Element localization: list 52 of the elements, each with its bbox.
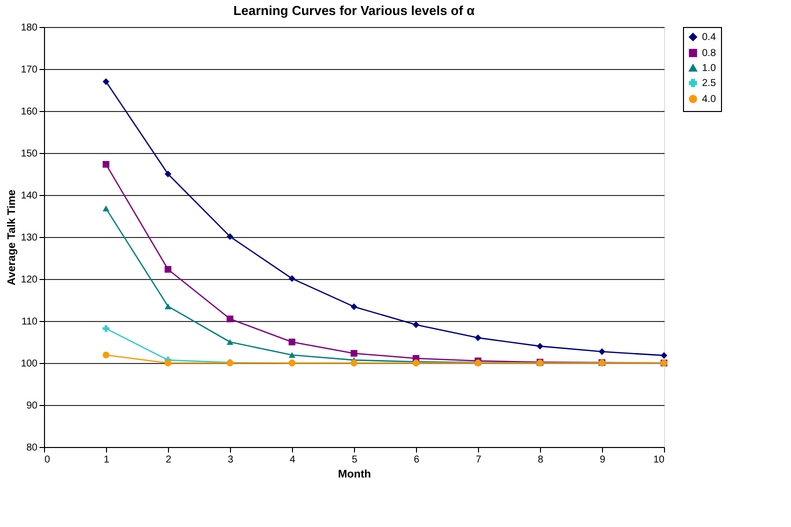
legend-label: 1.0	[702, 63, 716, 74]
y-tick-label: 140	[20, 190, 38, 202]
point	[350, 350, 358, 357]
point	[102, 325, 110, 332]
point	[164, 170, 172, 178]
x-tick-label: 2	[166, 454, 172, 466]
y-tick-label: 150	[20, 148, 38, 160]
point	[164, 360, 172, 366]
x-tick-label: 3	[228, 454, 234, 466]
point	[102, 160, 110, 168]
point	[350, 303, 358, 310]
x-tick-label: 8	[538, 454, 544, 466]
point	[102, 206, 110, 212]
point	[226, 316, 234, 322]
x-tick-label: 1	[104, 454, 110, 466]
x-tick-label: 5	[352, 454, 358, 466]
legend-label: 0.4	[702, 32, 716, 43]
y-tick-label: 110	[22, 316, 38, 328]
x-tick-label: 7	[476, 454, 482, 466]
point	[102, 78, 110, 85]
x-axis-title: Month	[338, 468, 372, 480]
y-tick-label: 160	[20, 106, 38, 118]
x-tick-label: 9	[600, 454, 606, 466]
x-tick-label: 4	[290, 454, 296, 466]
y-tick-label: 80	[26, 442, 38, 454]
point	[164, 303, 172, 310]
chart-title: Learning Curves for Various levels of α	[233, 3, 475, 18]
y-tick-label: 170	[20, 64, 38, 76]
legend-label: 2.5	[702, 78, 716, 89]
y-tick-label: 120	[20, 274, 38, 286]
x-tick-label: 0	[44, 454, 50, 466]
point	[412, 321, 420, 328]
x-tick-label: 6	[414, 454, 420, 466]
point	[660, 352, 668, 359]
point	[598, 348, 606, 356]
point	[288, 338, 296, 346]
y-tick-label: 100	[20, 358, 38, 370]
y-tick-label: 130	[20, 232, 38, 244]
legend-label: 4.0	[702, 94, 716, 105]
point	[226, 339, 234, 345]
legend-label: 0.8	[702, 48, 716, 59]
point	[288, 275, 296, 282]
point	[288, 352, 296, 358]
y-axis-title: Average Talk Time	[6, 190, 18, 286]
point	[102, 352, 110, 358]
point	[536, 342, 544, 350]
point	[164, 266, 172, 273]
x-tick-label: 10	[653, 454, 665, 466]
y-tick-label: 90	[26, 400, 38, 412]
point	[474, 334, 482, 342]
point	[226, 233, 234, 240]
y-tick-label: 180	[20, 22, 38, 34]
